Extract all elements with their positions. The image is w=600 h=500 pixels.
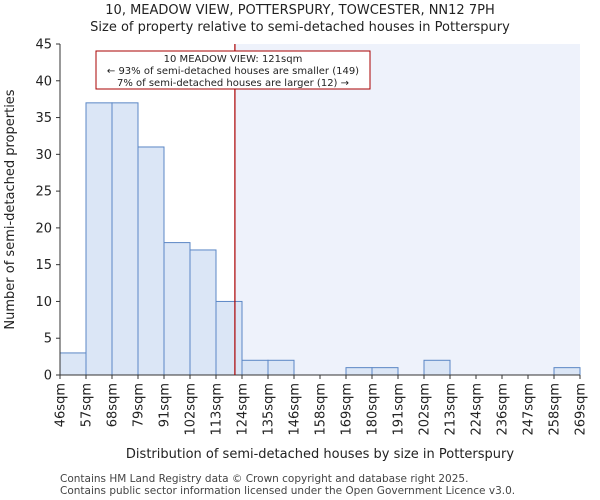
bar-180sqm	[371, 367, 399, 376]
annotation-box	[95, 50, 371, 90]
y-axis-title: Number of semi-detached properties	[3, 89, 18, 329]
x-tick-label: 113sqm	[210, 383, 225, 436]
y-tick-label: 0	[44, 369, 52, 384]
bar-202sqm	[423, 359, 451, 376]
footer-copyright: Contains HM Land Registry data © Crown c…	[60, 473, 469, 485]
y-tick-label: 20	[35, 221, 52, 236]
x-tick-label: 180sqm	[366, 383, 381, 436]
bar-91sqm	[163, 242, 191, 376]
x-tick-label: 236sqm	[496, 383, 511, 436]
x-tick-label: 247sqm	[522, 383, 537, 436]
annotation-line-1: 10 MEADOW VIEW: 121sqm	[164, 54, 303, 65]
y-tick-label: 5	[44, 332, 52, 347]
bar-113sqm	[215, 300, 243, 376]
chart-title: 10, MEADOW VIEW, POTTERSPURY, TOWCESTER,…	[105, 3, 495, 18]
bar-169sqm	[345, 367, 373, 376]
bar-258sqm	[553, 367, 581, 376]
bar-57sqm	[85, 102, 113, 376]
x-axis-title: Distribution of semi-detached houses by …	[126, 447, 514, 462]
bar-46sqm	[59, 352, 87, 376]
x-tick-label: 146sqm	[288, 383, 303, 436]
bar-135sqm	[267, 359, 295, 376]
x-tick-label: 224sqm	[470, 383, 485, 436]
x-tick-label: 57sqm	[80, 383, 95, 427]
x-tick-label: 202sqm	[418, 383, 433, 436]
bar-124sqm	[241, 359, 269, 376]
x-tick-label: 191sqm	[392, 383, 407, 436]
x-tick-label: 158sqm	[314, 383, 329, 436]
x-tick-label: 124sqm	[236, 383, 251, 436]
larger-region-shade	[234, 44, 580, 375]
x-tick-label: 68sqm	[106, 383, 121, 427]
y-tick-label: 25	[35, 185, 52, 200]
x-tick-label: 91sqm	[158, 383, 173, 427]
y-tick-label: 35	[35, 111, 52, 126]
x-tick-label: 79sqm	[132, 383, 147, 427]
y-tick-label: 40	[35, 74, 52, 89]
y-tick-label: 30	[35, 148, 52, 163]
x-tick-label: 258sqm	[548, 383, 563, 436]
x-tick-label: 102sqm	[184, 383, 199, 436]
x-tick-label: 213sqm	[444, 383, 459, 436]
x-tick-label: 135sqm	[262, 383, 277, 436]
chart-subtitle: Size of property relative to semi-detach…	[90, 20, 510, 35]
annotation-line-3: 7% of semi-detached houses are larger (1…	[117, 78, 349, 89]
y-tick-label: 10	[35, 295, 52, 310]
y-tick-label: 45	[35, 38, 52, 53]
footer-licence: Contains public sector information licen…	[60, 485, 516, 497]
annotation-line-2: ← 93% of semi-detached houses are smalle…	[107, 66, 359, 77]
bar-68sqm	[111, 102, 139, 376]
x-tick-label: 269sqm	[574, 383, 589, 436]
x-tick-label: 46sqm	[54, 383, 69, 427]
y-tick-label: 15	[35, 258, 52, 273]
x-tick-label: 169sqm	[340, 383, 355, 436]
bar-102sqm	[189, 249, 217, 376]
bar-79sqm	[137, 146, 165, 376]
